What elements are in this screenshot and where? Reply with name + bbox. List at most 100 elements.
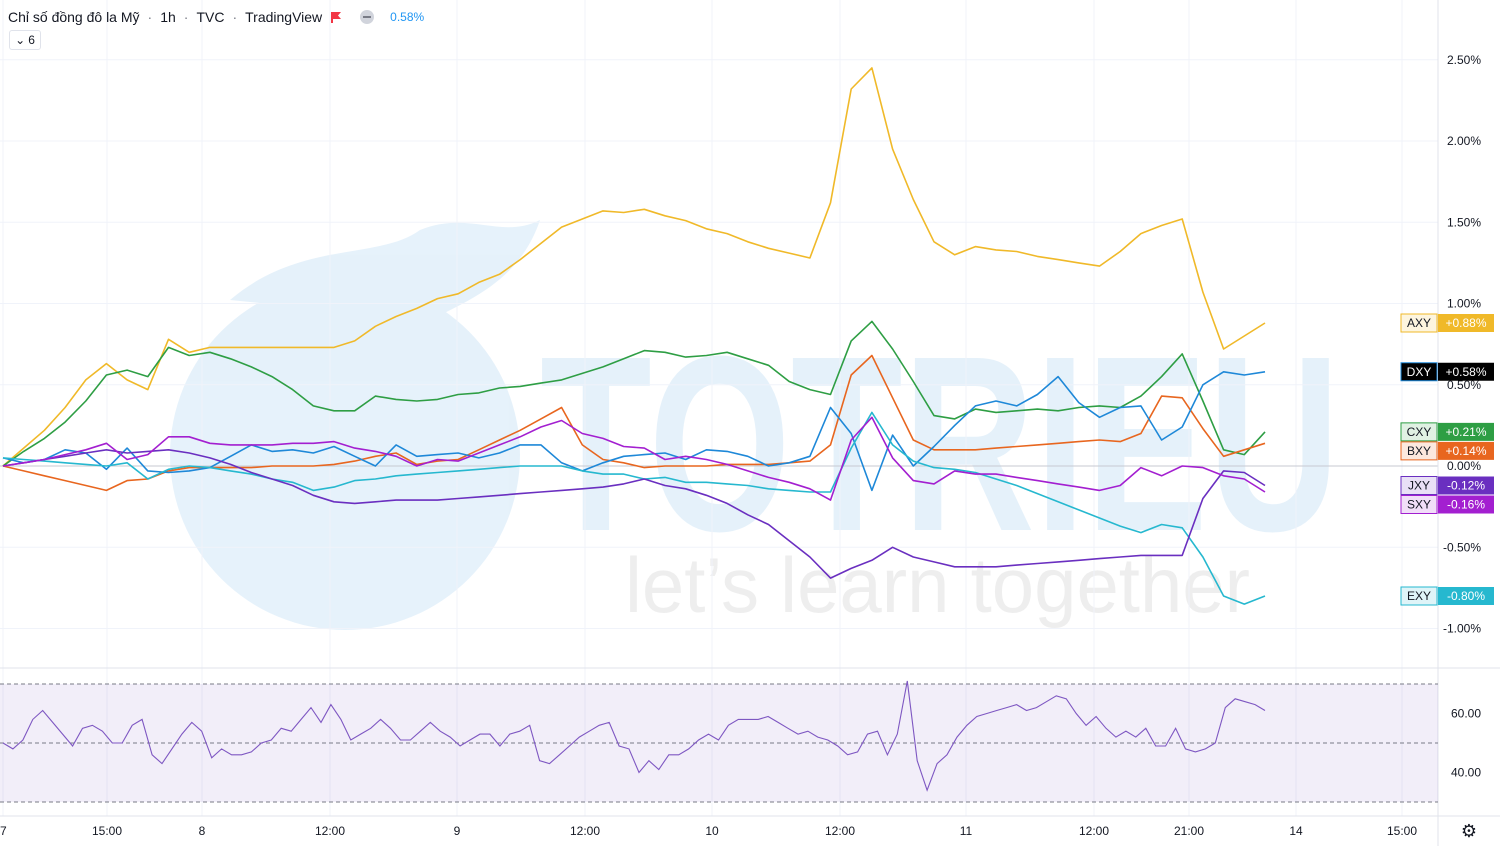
x-tick-label: 12:00 [315,824,345,838]
collapse-indicators-button[interactable]: ⌄ 6 [9,30,41,50]
x-tick-label: 7 [0,824,7,838]
badge-name-box [1400,422,1438,442]
x-tick-label: 15:00 [1387,824,1417,838]
badge-name-text: AXY [1407,316,1431,330]
badge-name-tint [1401,422,1437,441]
x-tick-label: 11 [960,824,973,838]
x-tick-label: 12:00 [570,824,600,838]
symbol-title[interactable]: Chỉ số đồng đô la Mỹ [8,9,140,25]
rsi-tick-label: 40.00 [1451,766,1481,780]
badge-value-box [1438,362,1494,381]
watermark-slogan: let’s learn together [625,541,1250,629]
x-tick-label: 14 [1289,824,1303,838]
badge-name-tint [1401,314,1437,332]
x-tick-label: 12:00 [1079,824,1109,838]
badge-name-text: EXY [1407,589,1431,603]
badge-name-text: BXY [1407,444,1431,458]
indicator-count: 6 [28,33,35,47]
badge-axy: AXY +0.88% [1400,313,1494,333]
series-layer [2,67,1266,605]
y-tick-label: 2.00% [1447,134,1481,148]
x-tick-label: 9 [454,824,461,838]
badge-name-box [1400,441,1438,461]
x-tick-label: 21:00 [1174,824,1204,838]
change-percent: 0.58% [390,10,425,24]
badge-value-box [1438,495,1494,514]
price-axis[interactable]: 2.50% 2.00% 1.50% 1.00% 0.50% 0.00% -0.50% -1.0… [1443,53,1481,636]
y-tick-label: 1.00% [1447,297,1481,311]
exchange-label: TVC [196,9,225,25]
badge-name-tint [1401,441,1437,460]
rsi-tick-label: 60.00 [1451,707,1481,721]
x-tick-label: 8 [199,824,206,838]
watermark: TOTRIEU let’s learn together [170,220,1340,630]
badge-value-box [1438,476,1494,495]
series-line-cxy [2,320,1266,467]
badge-value-text: -0.12% [1447,479,1485,493]
x-tick-label: 10 [705,824,719,838]
x-tick-label: 12:00 [825,824,855,838]
rsi-band [0,684,1438,802]
source-label: TradingView [245,9,323,25]
y-tick-label: -0.50% [1443,540,1481,554]
badge-name-tint [1401,587,1437,605]
y-tick-label: 1.50% [1447,215,1481,229]
badge-name-box [1400,362,1438,382]
badge-value-text: -0.80% [1447,589,1485,603]
time-axis[interactable]: 7 15:00 8 12:00 9 12:00 10 12:00 11 12:00 21:00 14 1… [0,824,1417,838]
badge-name-box [1400,495,1438,514]
badge-exy: EXY -0.80% [1400,586,1494,606]
x-tick-label: 15:00 [92,824,122,838]
last-value-badges: AXY +0.88% DXY +0.58% CXY +0.21% BXY +0.14% JXY -… [1400,313,1494,606]
badge-value-text: +0.21% [1445,425,1486,439]
watermark-brand: TOTRIEU [540,304,1340,583]
y-tick-label: 2.50% [1447,53,1481,67]
series-line-jxy [2,448,1266,579]
rsi-line [2,680,1266,792]
series-line-sxy [2,416,1266,501]
rsi-axis[interactable]: 60.00 40.00 [1451,707,1481,780]
badge-bxy: BXY +0.14% [1400,441,1494,461]
series-line-axy [2,67,1266,467]
separator-dot: · [232,9,238,25]
separator-dot: · [147,9,153,25]
badge-value-text: +0.58% [1445,365,1486,379]
badge-jxy: JXY -0.12% [1400,476,1494,495]
badge-name-tint [1401,495,1437,514]
y-tick-label: 0.00% [1447,459,1481,473]
series-line-exy [2,411,1266,605]
badge-cxy: CXY +0.21% [1400,422,1494,442]
flag-icon[interactable] [330,11,342,23]
badge-name-tint [1401,476,1437,495]
rsi-pane [0,680,1438,803]
badge-value-text: +0.88% [1445,316,1486,330]
chevron-down-icon: ⌄ [15,33,26,47]
badge-value-text: -0.16% [1447,498,1485,512]
watermark-logo-circle [170,280,520,630]
series-line-dxy [2,370,1266,492]
badge-dxy: DXY +0.58% [1400,362,1494,382]
badge-name-text: CXY [1407,425,1432,439]
chart-header: Chỉ số đồng đô la Mỹ · 1h · TVC · Tradin… [8,6,424,28]
gear-icon[interactable]: ⚙ [1460,821,1478,841]
y-tick-label: -1.00% [1443,622,1481,636]
interval-label[interactable]: 1h [160,9,176,25]
badge-name-text: JXY [1408,479,1430,493]
market-status-icon[interactable] [360,10,375,24]
badge-name-text: SXY [1407,498,1431,512]
badge-value-box [1438,422,1494,441]
badge-name-box [1400,313,1438,333]
y-tick-label: 0.50% [1447,378,1481,392]
grid [0,0,1438,816]
badge-value-box [1438,441,1494,460]
badge-name-box [1400,586,1438,606]
watermark-flame-icon [230,220,540,320]
badge-value-box [1438,314,1494,332]
badge-sxy: SXY -0.16% [1400,495,1494,514]
badge-name-text: DXY [1407,365,1432,379]
badge-value-box [1438,587,1494,605]
badge-value-text: +0.14% [1445,444,1486,458]
separator-dot: · [183,9,189,25]
badge-name-box [1400,476,1438,495]
